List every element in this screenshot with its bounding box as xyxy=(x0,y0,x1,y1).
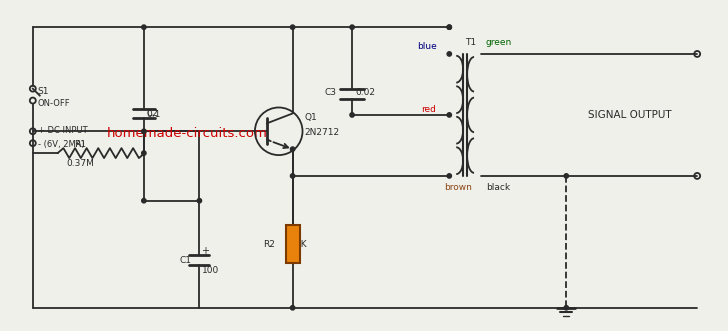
Text: SIGNAL OUTPUT: SIGNAL OUTPUT xyxy=(588,110,672,120)
Text: green: green xyxy=(486,37,513,47)
Text: 1K: 1K xyxy=(296,240,307,249)
Text: + DC INPUT: + DC INPUT xyxy=(38,126,87,135)
Text: Q1: Q1 xyxy=(304,113,317,122)
Text: 0.1: 0.1 xyxy=(147,110,161,119)
Circle shape xyxy=(447,52,451,56)
Text: R2: R2 xyxy=(263,240,274,249)
Text: 0.37M: 0.37M xyxy=(66,159,95,167)
Circle shape xyxy=(197,199,202,203)
Text: C3: C3 xyxy=(325,88,336,97)
Circle shape xyxy=(447,25,451,29)
Circle shape xyxy=(564,174,569,178)
Text: C1: C1 xyxy=(180,256,191,265)
Circle shape xyxy=(142,199,146,203)
Text: blue: blue xyxy=(418,41,438,51)
Text: S1: S1 xyxy=(38,87,50,96)
Circle shape xyxy=(564,306,569,310)
Circle shape xyxy=(142,25,146,29)
FancyBboxPatch shape xyxy=(285,225,299,263)
Circle shape xyxy=(290,25,295,29)
Text: ON-OFF: ON-OFF xyxy=(38,99,71,108)
Text: 2N2712: 2N2712 xyxy=(304,128,340,137)
Circle shape xyxy=(290,147,295,151)
Text: 100: 100 xyxy=(202,265,220,275)
Circle shape xyxy=(290,174,295,178)
Text: 0.02: 0.02 xyxy=(355,88,375,97)
Circle shape xyxy=(447,25,451,29)
Circle shape xyxy=(142,151,146,155)
Text: C2: C2 xyxy=(147,109,159,118)
Text: T1: T1 xyxy=(465,37,476,47)
Text: R1: R1 xyxy=(74,140,87,149)
Text: red: red xyxy=(422,106,436,115)
Text: brown: brown xyxy=(444,183,472,192)
Text: +: + xyxy=(202,246,210,256)
Circle shape xyxy=(350,113,355,117)
Text: homemade-circuits.com: homemade-circuits.com xyxy=(107,127,268,140)
Text: black: black xyxy=(486,183,510,192)
Circle shape xyxy=(142,129,146,133)
Circle shape xyxy=(447,174,451,178)
Circle shape xyxy=(350,25,355,29)
Text: - (6V, 2MA): - (6V, 2MA) xyxy=(38,140,84,149)
Circle shape xyxy=(447,113,451,117)
Circle shape xyxy=(290,306,295,310)
